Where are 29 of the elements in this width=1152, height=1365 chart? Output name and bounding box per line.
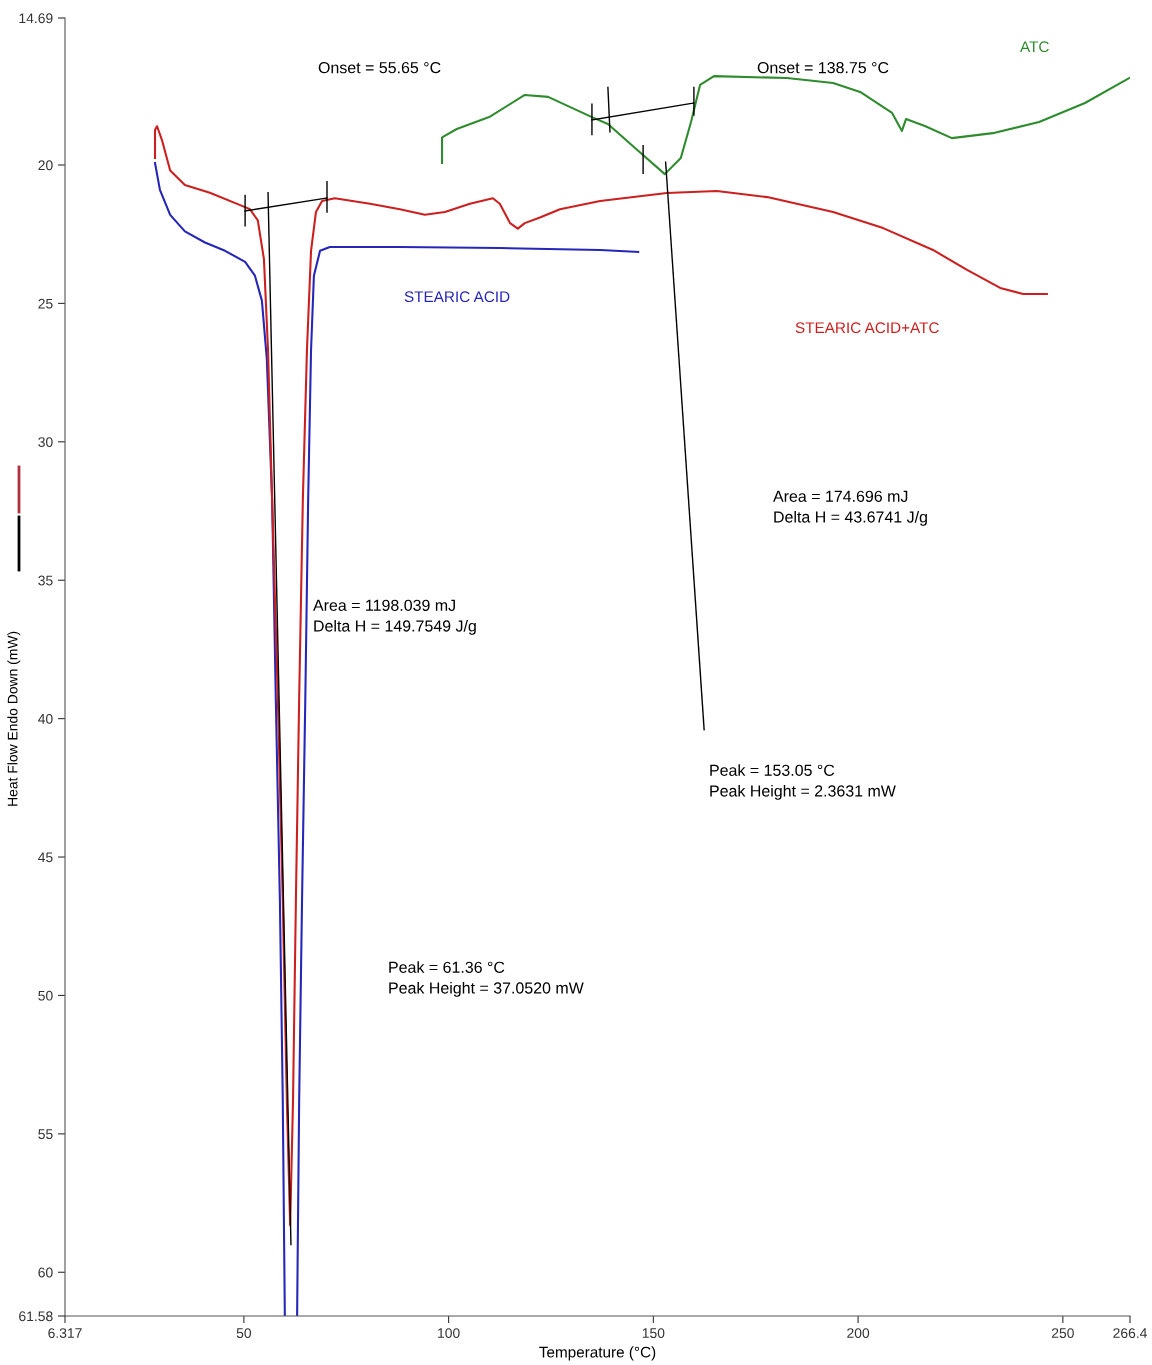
annotation: Area = 1198.039 mJ Delta H = 149.7549 J/g xyxy=(313,599,476,635)
text: STEARIC ACID+ATC xyxy=(795,322,939,334)
y-axis-title: Heat Flow Endo Down (mW) xyxy=(7,631,21,806)
annotation: Peak = 153.05 °C Peak Height = 2.3631 mW xyxy=(710,764,896,800)
y-tick-label: 25 xyxy=(38,298,53,309)
x-tick-label: 200 xyxy=(847,1328,870,1339)
x-axis-title: Temperature (°C) xyxy=(539,1346,656,1361)
annotation: Onset = 55.65 °C xyxy=(318,61,441,74)
y-tick-label: 14.69 xyxy=(19,13,53,24)
y-tick-label: 20 xyxy=(38,160,53,171)
y-tick-label: 45 xyxy=(38,852,53,863)
y-tick-label: 60 xyxy=(38,1267,53,1278)
y-tick-label: 50 xyxy=(38,990,53,1001)
annotation: Peak = 61.36 °C Peak Height = 37.0520 mW xyxy=(389,961,584,997)
y-tick-label: 30 xyxy=(38,437,53,447)
text: STEARIC ACID xyxy=(404,291,510,303)
y-tick-label: 40 xyxy=(38,713,53,724)
x-tick-label: 50 xyxy=(236,1328,252,1339)
y-tick-label: 61.58 xyxy=(19,1311,53,1322)
x-tick-label: 266.4 xyxy=(1113,1328,1147,1339)
y-tick-label: 35 xyxy=(38,575,53,586)
annotation: Area = 174.696 mJ Delta H = 43.6741 J/g xyxy=(773,490,927,526)
y-tick-label: 55 xyxy=(38,1129,53,1140)
annotation: Onset = 138.75 °C xyxy=(757,61,889,74)
text: ATC xyxy=(1020,41,1049,53)
x-tick-label: 6.317 xyxy=(48,1328,82,1339)
x-tick-label: 250 xyxy=(1051,1328,1074,1339)
x-tick-label: 100 xyxy=(438,1328,460,1339)
x-tick-label: 150 xyxy=(642,1328,665,1339)
